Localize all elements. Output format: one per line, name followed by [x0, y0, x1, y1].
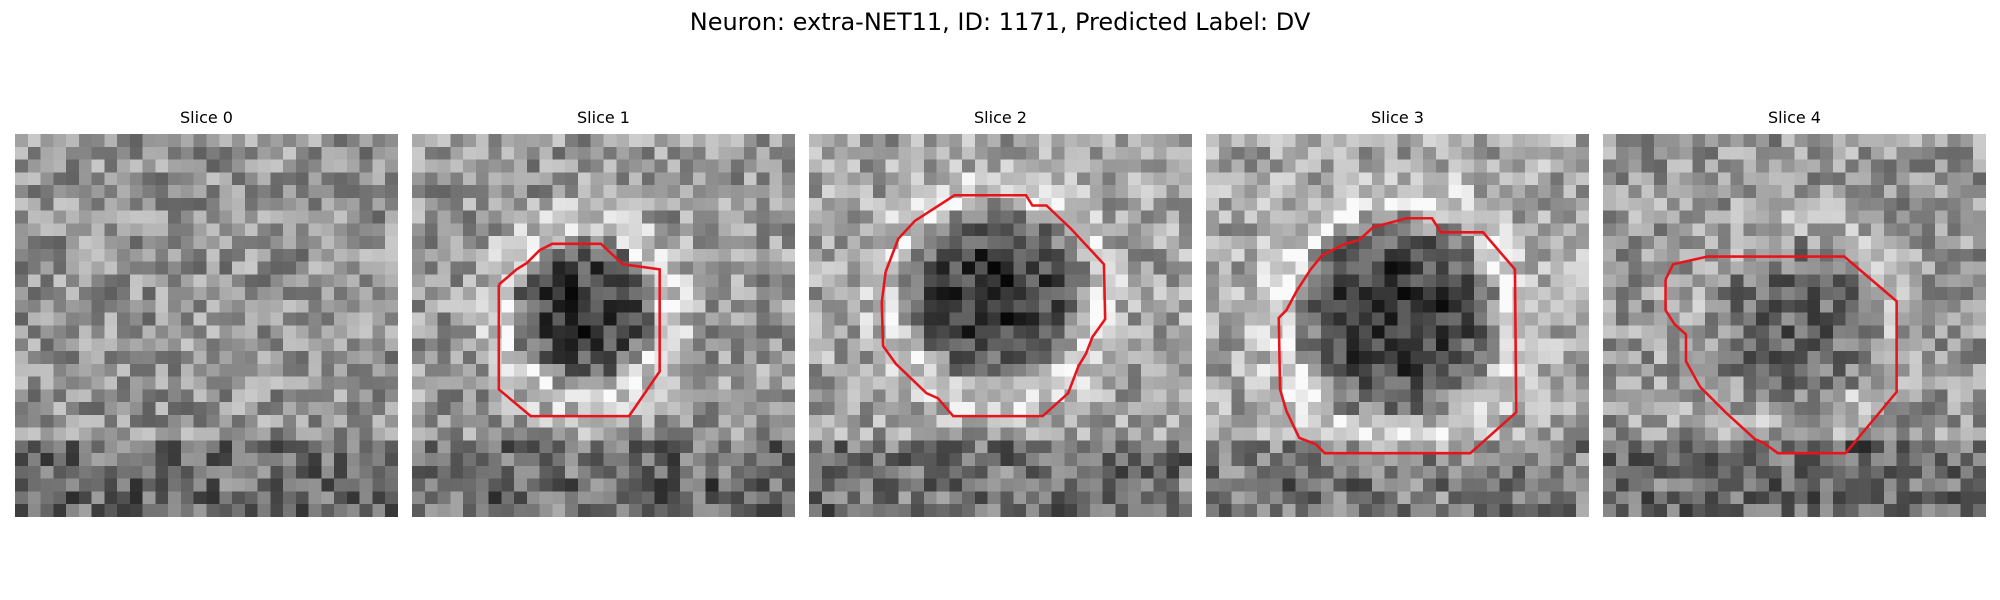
slice-image-3: [1206, 134, 1589, 517]
slice-image-2: [809, 134, 1192, 517]
slice-title-1: Slice 1: [577, 108, 630, 127]
slice-panel-3: Slice 3: [1206, 108, 1589, 517]
neuron-contour-3: [1277, 216, 1518, 455]
neuron-contour-1: [497, 242, 661, 418]
slice-panel-4: Slice 4: [1603, 108, 1986, 517]
slice-panel-0: Slice 0: [15, 108, 398, 517]
slice-title-0: Slice 0: [180, 108, 233, 127]
figure-title: Neuron: extra-NET11, ID: 1171, Predicted…: [689, 8, 1311, 36]
neuron-contour-4: [1664, 255, 1898, 455]
neuron-contour-2: [880, 194, 1107, 418]
slice-panel-2: Slice 2: [809, 108, 1192, 517]
slice-image-0: [15, 134, 398, 517]
slice-image-4: [1603, 134, 1986, 517]
slice-panel-1: Slice 1: [412, 108, 795, 517]
slice-title-2: Slice 2: [974, 108, 1027, 127]
slice-image-1: [412, 134, 795, 517]
slice-title-4: Slice 4: [1768, 108, 1821, 127]
slice-title-3: Slice 3: [1371, 108, 1424, 127]
